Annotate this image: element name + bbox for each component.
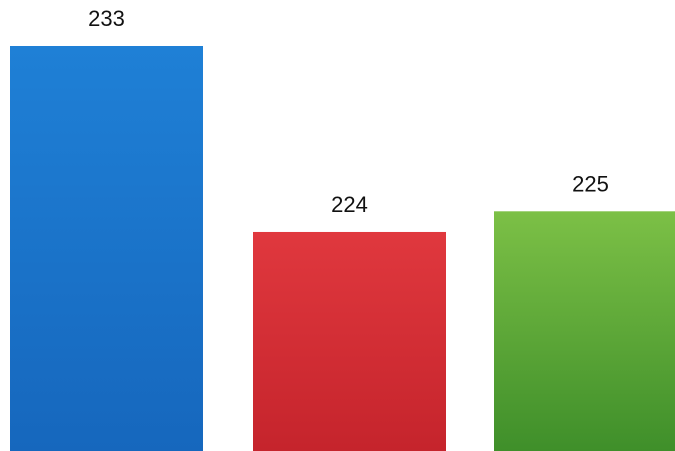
data-labels-layer: 233 224 225 — [88, 6, 609, 217]
bars-layer — [10, 46, 675, 451]
bar-value-label-3: 225 — [572, 171, 609, 196]
bar-value-label-2: 224 — [331, 192, 368, 217]
bar-value-label-1: 233 — [88, 6, 125, 31]
bar-2 — [253, 231, 446, 451]
bar-3 — [494, 211, 675, 451]
bar-1 — [10, 46, 203, 451]
